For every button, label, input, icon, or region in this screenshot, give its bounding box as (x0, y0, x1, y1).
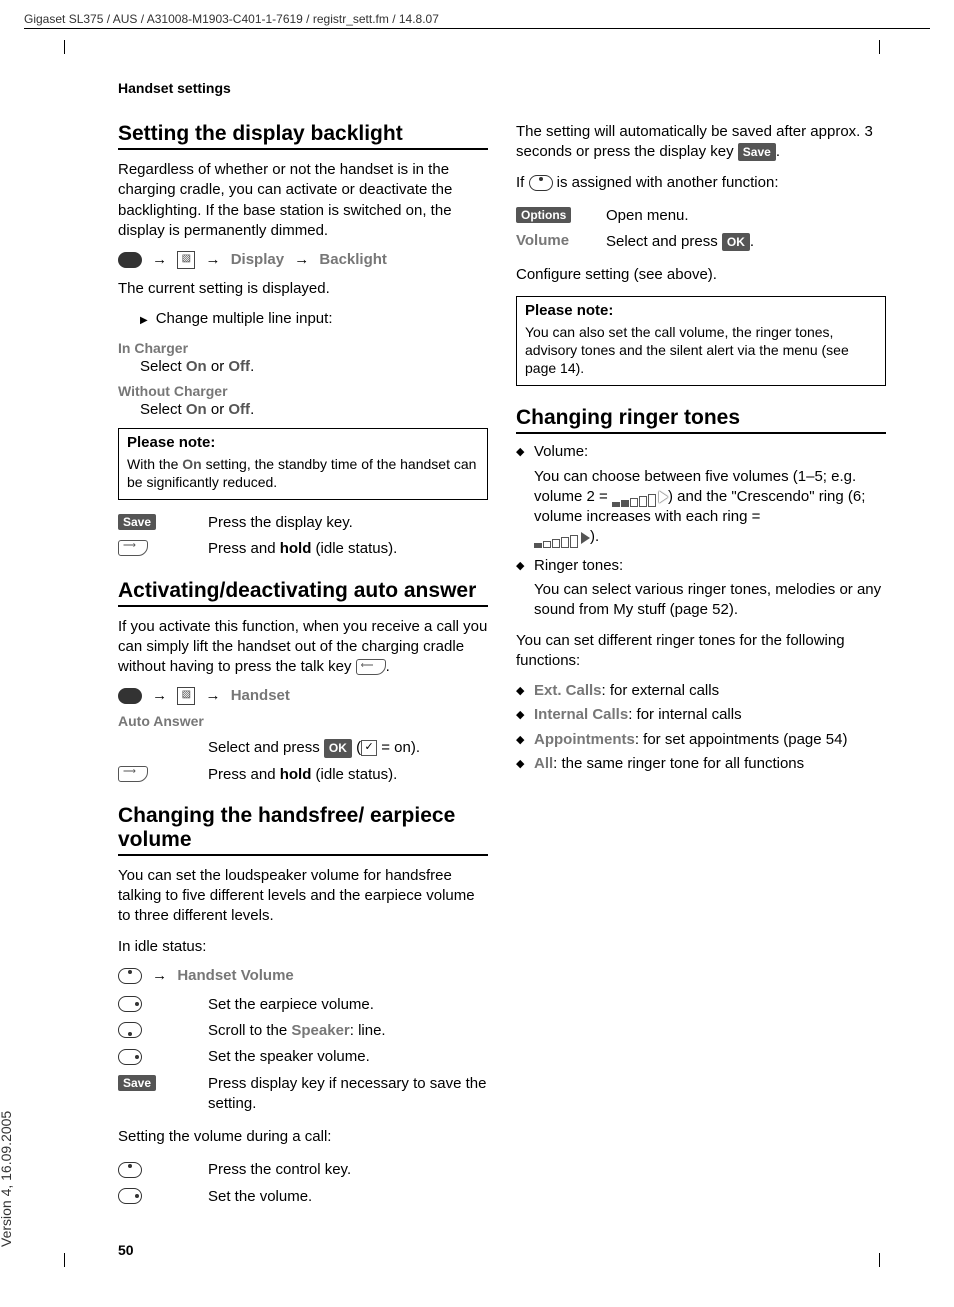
end-key-icon (118, 766, 148, 782)
control-down-icon (118, 1022, 142, 1038)
para: You can set the loudspeaker volume for h… (118, 866, 488, 927)
menu-icon: ▧ (177, 251, 195, 269)
speaker-icon (581, 532, 590, 544)
para: Change multiple line input: (140, 309, 488, 329)
doc-header: Gigaset SL375 / AUS / A31008-M1903-C401-… (24, 12, 930, 29)
step-text: Open menu. (606, 203, 886, 229)
para: In idle status: (118, 937, 488, 957)
heading-auto-answer: Activating/deactivating auto answer (118, 579, 488, 607)
para: Select On or Off. (140, 358, 488, 375)
label-volume: Volume (516, 232, 569, 249)
nav-path: → ▧ → Display → Backlight (118, 251, 488, 269)
nav-step: Backlight (319, 251, 387, 268)
step-table: Set the earpiece volume. Scroll to the S… (118, 992, 488, 1117)
page-body: Handset settings Setting the display bac… (118, 80, 886, 1258)
list-item: Ringer tones: You can select various rin… (534, 556, 886, 621)
crop-mark (879, 40, 894, 54)
label-auto-answer: Auto Answer (118, 713, 488, 729)
control-up-icon (118, 968, 142, 984)
control-right-icon (118, 996, 142, 1012)
running-head: Handset settings (118, 80, 886, 96)
end-key-icon (118, 540, 148, 556)
volume-bars-icon (612, 487, 657, 507)
nav-path: → Handset Volume (118, 967, 488, 984)
ok-key: OK (722, 233, 750, 251)
para: The setting will automatically be saved … (516, 122, 886, 163)
talk-key-icon (356, 659, 386, 675)
volume-bars-icon (534, 527, 579, 547)
para: You can set different ringer tones for t… (516, 631, 886, 672)
step-table: Options Open menu. Volume Select and pre… (516, 203, 886, 256)
bullet-list: Ext. Calls: for external calls Internal … (516, 681, 886, 774)
step-table: Save Press the display key. Press and ho… (118, 510, 488, 563)
ok-key: OK (324, 739, 352, 757)
list-item: Ext. Calls: for external calls (534, 681, 886, 701)
control-key-icon (118, 252, 142, 268)
note-body: With the On setting, the standby time of… (127, 455, 479, 491)
checkbox-icon: ✓ (361, 740, 377, 756)
para: If you activate this function, when you … (118, 617, 488, 678)
step-text: Press and hold (idle status). (208, 762, 488, 788)
note-box: Please note: You can also set the call v… (516, 296, 886, 387)
para: If is assigned with another function: (516, 173, 886, 193)
step-table: Select and press OK (✓ = on). Press and … (118, 735, 488, 788)
para: Select On or Off. (140, 401, 488, 418)
step-text: Select and press OK. (606, 229, 886, 255)
control-up-icon (118, 1162, 142, 1178)
note-title: Please note: (127, 433, 479, 453)
two-column-layout: Setting the display backlight Regardless… (118, 122, 886, 1222)
step-text: Set the speaker volume. (208, 1044, 488, 1070)
page-number: 50 (118, 1242, 886, 1258)
step-text: Press the display key. (208, 510, 488, 536)
crop-mark (50, 40, 65, 54)
note-body: You can also set the call volume, the ri… (525, 323, 877, 378)
para: Configure setting (see above). (516, 265, 886, 285)
step-text: Press and hold (idle status). (208, 536, 488, 562)
control-right-icon (118, 1188, 142, 1204)
step-text: Scroll to the Speaker: line. (208, 1018, 488, 1044)
list-item: Volume: You can choose between five volu… (534, 442, 886, 547)
label-in-charger: In Charger (118, 340, 488, 356)
step-text: Set the earpiece volume. (208, 992, 488, 1018)
nav-step: Handset (231, 687, 290, 704)
save-key: Save (118, 1075, 156, 1091)
step-table: Press the control key. Set the volume. (118, 1157, 488, 1210)
list-item: All: the same ringer tone for all functi… (534, 754, 886, 774)
control-key-icon (118, 688, 142, 704)
nav-step: Handset Volume (177, 967, 293, 984)
speaker-icon (659, 491, 668, 503)
nav-path: → ▧ → Handset (118, 687, 488, 705)
save-key: Save (738, 143, 776, 161)
note-box: Please note: With the On setting, the st… (118, 428, 488, 501)
label-without-charger: Without Charger (118, 383, 488, 399)
save-key: Save (118, 514, 156, 530)
step-text: Set the volume. (208, 1184, 488, 1210)
step-text: Select and press OK (✓ = on). (208, 735, 488, 761)
note-title: Please note: (525, 301, 877, 321)
para: Regardless of whether or not the handset… (118, 160, 488, 241)
heading-backlight: Setting the display backlight (118, 122, 488, 150)
para: The current setting is displayed. (118, 279, 488, 299)
control-right-icon (118, 1049, 142, 1065)
options-key: Options (516, 207, 571, 223)
bullet-list: Volume: You can choose between five volu… (516, 442, 886, 620)
nav-step: Display (231, 251, 284, 268)
list-item: Appointments: for set appointments (page… (534, 730, 886, 750)
crop-mark (50, 1253, 65, 1267)
list-item: Internal Calls: for internal calls (534, 705, 886, 725)
step-text: Press the control key. (208, 1157, 488, 1183)
heading-ringer: Changing ringer tones (516, 406, 886, 434)
menu-icon: ▧ (177, 687, 195, 705)
heading-volume: Changing the handsfree/ earpiece volume (118, 804, 488, 856)
version-label: Version 4, 16.09.2005 (0, 1111, 14, 1247)
step-text: Press display key if necessary to save t… (208, 1071, 488, 1118)
control-up-icon (529, 175, 553, 191)
para: Setting the volume during a call: (118, 1127, 488, 1147)
